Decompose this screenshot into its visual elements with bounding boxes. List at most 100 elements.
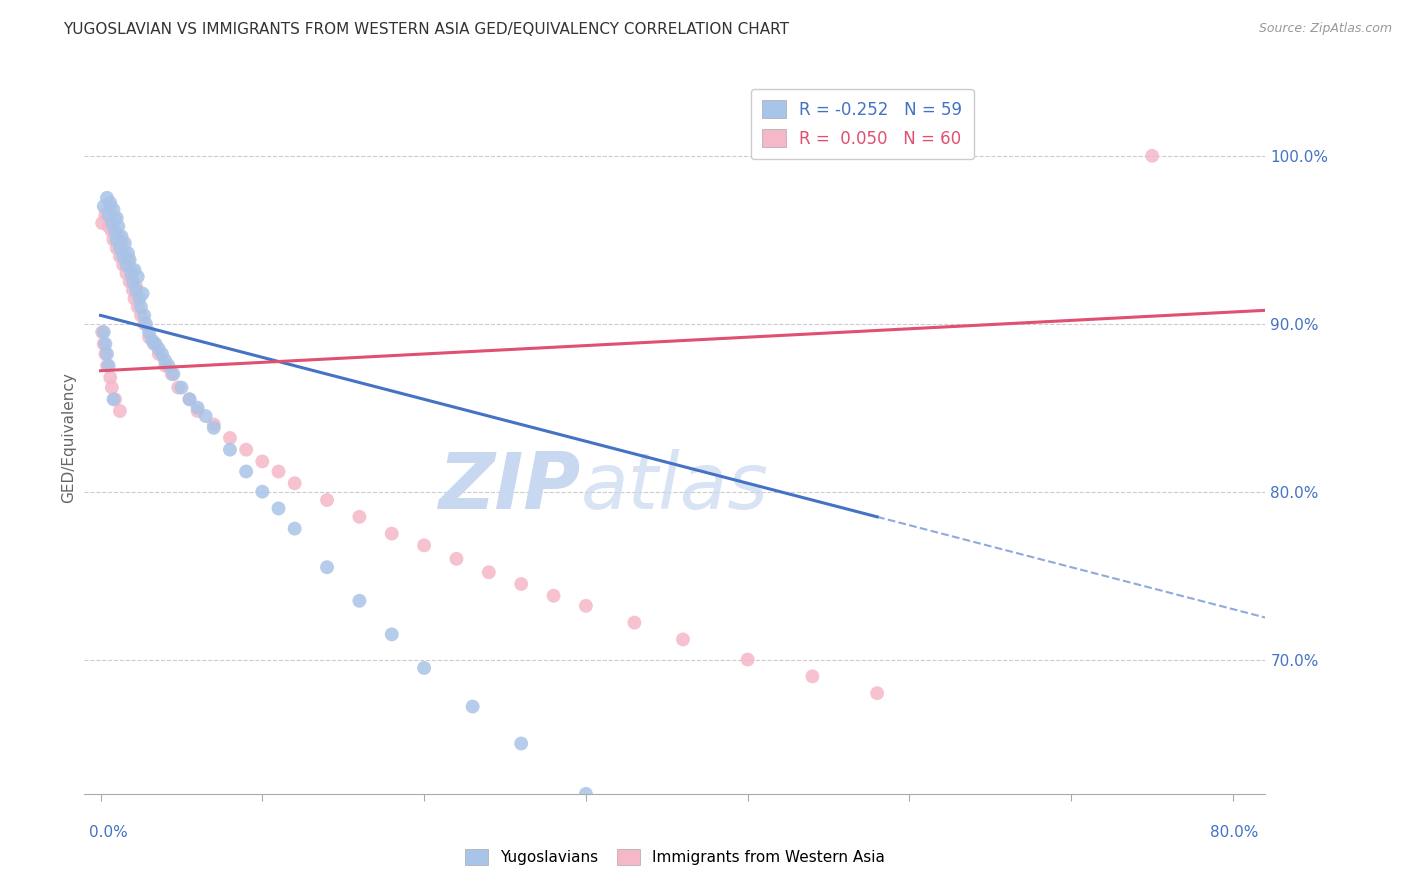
Point — [252, 454, 274, 468]
Point — [267, 465, 290, 479]
Point — [349, 509, 371, 524]
Point — [96, 359, 118, 373]
Point — [103, 202, 125, 217]
Point — [543, 589, 565, 603]
Point — [135, 317, 157, 331]
Point — [145, 337, 167, 351]
Point — [114, 236, 136, 251]
Point — [108, 250, 131, 264]
Point — [1140, 149, 1163, 163]
Point — [413, 538, 436, 552]
Point — [94, 347, 117, 361]
Point — [120, 266, 142, 280]
Point — [461, 699, 484, 714]
Point — [704, 871, 727, 885]
Point — [93, 199, 115, 213]
Point — [101, 216, 124, 230]
Text: atlas: atlas — [581, 449, 768, 525]
Point — [112, 258, 135, 272]
Point — [124, 292, 146, 306]
Point — [235, 442, 257, 457]
Text: 80.0%: 80.0% — [1211, 825, 1258, 840]
Point — [160, 367, 183, 381]
Point — [105, 211, 128, 225]
Point — [129, 309, 152, 323]
Point — [98, 370, 121, 384]
Point — [202, 421, 225, 435]
Point — [97, 208, 120, 222]
Point — [148, 347, 170, 361]
Point — [510, 737, 533, 751]
Point — [114, 246, 136, 260]
Point — [155, 353, 177, 368]
Point — [148, 342, 170, 356]
Point — [672, 632, 695, 647]
Point — [194, 409, 217, 423]
Point — [219, 431, 242, 445]
Point — [478, 566, 501, 580]
Point — [155, 359, 177, 373]
Point — [157, 359, 180, 373]
Point — [96, 347, 118, 361]
Legend: R = -0.252   N = 59, R =  0.050   N = 60: R = -0.252 N = 59, R = 0.050 N = 60 — [751, 88, 973, 160]
Text: 0.0%: 0.0% — [89, 825, 128, 840]
Point — [120, 263, 142, 277]
Point — [112, 250, 135, 264]
Point — [98, 195, 121, 210]
Text: Source: ZipAtlas.com: Source: ZipAtlas.com — [1258, 22, 1392, 36]
Point — [110, 229, 132, 244]
Point — [413, 661, 436, 675]
Point — [134, 317, 156, 331]
Point — [97, 359, 120, 373]
Point — [127, 269, 149, 284]
Point — [127, 300, 149, 314]
Point — [110, 236, 132, 251]
Point — [187, 404, 209, 418]
Point — [267, 501, 290, 516]
Point — [138, 330, 160, 344]
Point — [235, 465, 257, 479]
Point — [103, 233, 125, 247]
Legend: Yugoslavians, Immigrants from Western Asia: Yugoslavians, Immigrants from Western As… — [458, 843, 891, 871]
Point — [94, 208, 117, 222]
Point — [103, 392, 125, 407]
Point — [93, 337, 115, 351]
Point — [101, 224, 124, 238]
Point — [349, 594, 371, 608]
Point — [122, 283, 145, 297]
Point — [284, 476, 307, 491]
Point — [202, 417, 225, 432]
Point — [117, 246, 139, 260]
Point — [104, 224, 127, 238]
Point — [575, 787, 598, 801]
Point — [122, 275, 145, 289]
Point — [446, 551, 468, 566]
Point — [125, 280, 148, 294]
Point — [98, 199, 121, 213]
Point — [117, 252, 139, 267]
Point — [150, 347, 173, 361]
Point — [107, 229, 129, 244]
Point — [316, 560, 339, 574]
Point — [118, 275, 141, 289]
Point — [510, 577, 533, 591]
Point — [94, 337, 117, 351]
Point — [115, 266, 138, 280]
Point — [128, 292, 150, 306]
Point — [124, 263, 146, 277]
Point — [219, 442, 242, 457]
Point — [141, 334, 163, 348]
Point — [801, 669, 824, 683]
Point — [575, 599, 598, 613]
Point — [167, 380, 190, 394]
Point — [108, 404, 131, 418]
Point — [125, 283, 148, 297]
Point — [96, 191, 118, 205]
Point — [129, 300, 152, 314]
Point — [101, 380, 124, 394]
Point — [142, 337, 165, 351]
Point — [104, 212, 127, 227]
Y-axis label: GED/Equivalency: GED/Equivalency — [60, 372, 76, 502]
Text: ZIP: ZIP — [439, 449, 581, 525]
Point — [108, 241, 131, 255]
